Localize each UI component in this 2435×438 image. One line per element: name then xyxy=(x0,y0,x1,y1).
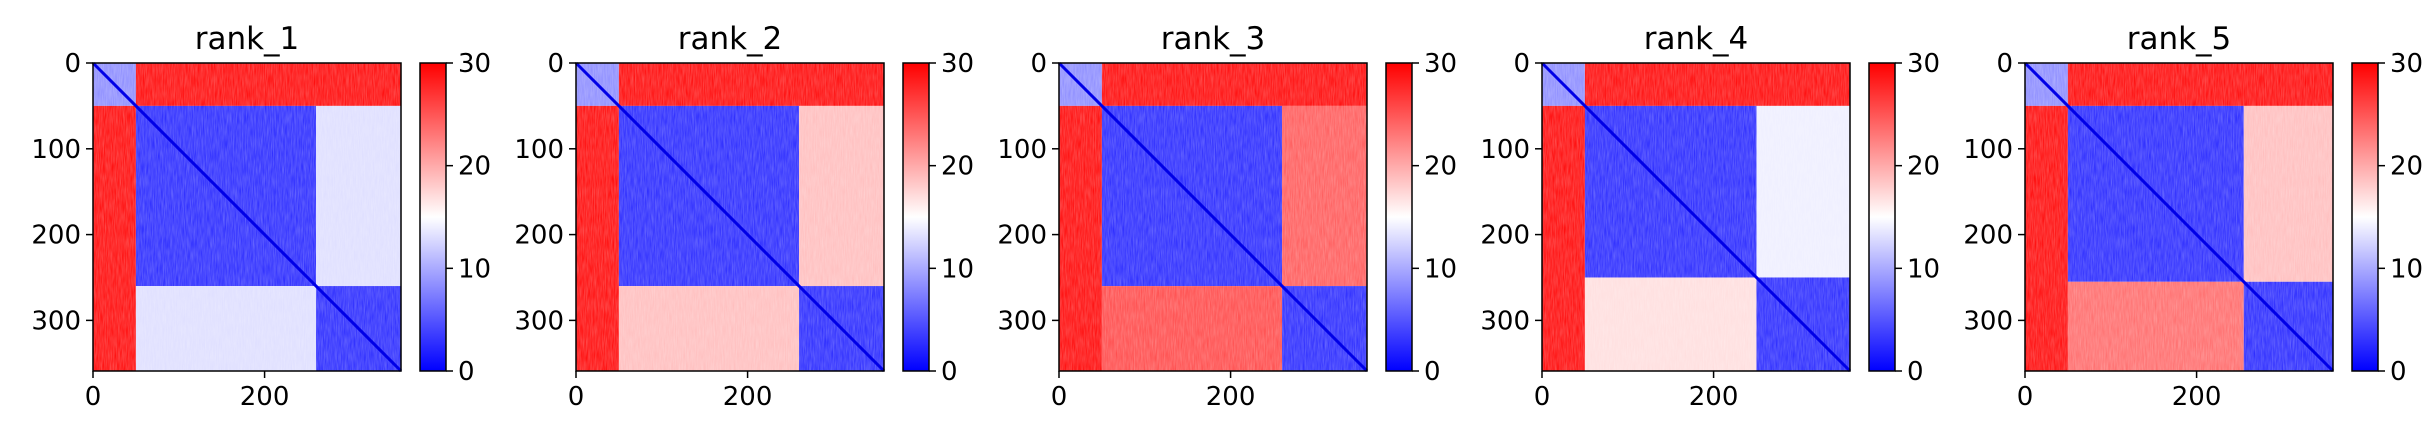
colorbar-tick-label: 30 xyxy=(941,49,974,79)
y-tick-label: 0 xyxy=(1996,49,2013,79)
heatmap xyxy=(574,61,886,373)
y-tick-label: 0 xyxy=(64,49,81,79)
panel-title: rank_2 xyxy=(678,21,783,57)
panel-rank_5: rank_5 0 100 200 300 0 200 0 10 20 30 xyxy=(1963,21,2423,412)
heatmap xyxy=(2023,61,2335,373)
colorbar-tick-label: 0 xyxy=(1907,357,1924,387)
heatmap-diagonal xyxy=(1057,61,1369,373)
colorbar: 0 10 20 30 xyxy=(1385,49,1457,387)
colorbar: 0 10 20 30 xyxy=(419,49,491,387)
panel-title: rank_1 xyxy=(195,21,300,57)
colorbar-tick-label: 0 xyxy=(941,357,958,387)
x-tick-label: 0 xyxy=(568,382,585,412)
colorbar-tick-label: 0 xyxy=(458,357,475,387)
colorbar-tick-label: 20 xyxy=(458,152,491,182)
axes-frame xyxy=(1541,62,1851,372)
panel-rank_4: rank_4 0 100 200 300 0 200 0 10 20 30 xyxy=(1480,21,1940,412)
colorbar-tick-label: 0 xyxy=(1424,357,1441,387)
panel-title: rank_3 xyxy=(1161,21,1266,57)
heatmap-diagonal xyxy=(2023,61,2335,373)
colorbar-tick-label: 10 xyxy=(941,254,974,284)
y-tick-label: 300 xyxy=(1963,306,2013,336)
colorbar-gradient xyxy=(902,62,930,372)
y-tick-label: 100 xyxy=(997,135,1047,165)
axes-frame xyxy=(575,62,885,372)
y-tick-label: 300 xyxy=(997,306,1047,336)
colorbar-tick-label: 30 xyxy=(1907,49,1940,79)
panel-rank_3: rank_3 0 100 200 300 0 200 0 10 20 30 xyxy=(997,21,1457,412)
colorbar-gradient xyxy=(419,62,447,372)
panel-title: rank_5 xyxy=(2127,21,2232,57)
y-tick-label: 200 xyxy=(31,221,81,251)
colorbar-tick-label: 30 xyxy=(458,49,491,79)
y-tick-label: 200 xyxy=(1963,221,2013,251)
axes-frame xyxy=(92,62,402,372)
colorbar-gradient xyxy=(1385,62,1413,372)
y-tick-label: 0 xyxy=(1030,49,1047,79)
panel-title: rank_4 xyxy=(1644,21,1749,57)
colorbar-tick-label: 20 xyxy=(2390,152,2423,182)
x-tick-label: 0 xyxy=(1534,382,1551,412)
y-tick-label: 200 xyxy=(1480,221,1530,251)
y-tick-label: 100 xyxy=(31,135,81,165)
y-tick-label: 300 xyxy=(514,306,564,336)
x-tick-label: 200 xyxy=(723,382,773,412)
colorbar-gradient xyxy=(2351,62,2379,372)
colorbar-tick-label: 20 xyxy=(1907,152,1940,182)
colorbar-tick-label: 30 xyxy=(1424,49,1457,79)
heatmap xyxy=(1057,61,1369,373)
colorbar-tick-label: 10 xyxy=(1907,254,1940,284)
colorbar: 0 10 20 30 xyxy=(2351,49,2423,387)
colorbar-tick-label: 10 xyxy=(2390,254,2423,284)
colorbar-gradient xyxy=(1868,62,1896,372)
colorbar-tick-label: 30 xyxy=(2390,49,2423,79)
x-tick-label: 0 xyxy=(1051,382,1068,412)
x-tick-label: 0 xyxy=(85,382,102,412)
y-tick-label: 300 xyxy=(31,306,81,336)
colorbar-tick-label: 10 xyxy=(458,254,491,284)
heatmap xyxy=(91,61,403,373)
panel-rank_1: rank_1 0 100 200 300 0 200 0 10 20 30 xyxy=(31,21,491,412)
heatmap-diagonal xyxy=(91,61,403,373)
x-tick-label: 200 xyxy=(1689,382,1739,412)
colorbar: 0 10 20 30 xyxy=(902,49,974,387)
y-tick-label: 0 xyxy=(1513,49,1530,79)
panel-rank_2: rank_2 0 100 200 300 0 200 0 10 20 30 xyxy=(514,21,974,412)
y-tick-label: 100 xyxy=(1963,135,2013,165)
heatmap-diagonal xyxy=(1540,61,1852,373)
y-tick-label: 300 xyxy=(1480,306,1530,336)
colorbar: 0 10 20 30 xyxy=(1868,49,1940,387)
heatmap xyxy=(1540,61,1852,373)
y-tick-label: 0 xyxy=(547,49,564,79)
colorbar-tick-label: 20 xyxy=(1424,152,1457,182)
colorbar-tick-label: 0 xyxy=(2390,357,2407,387)
colorbar-tick-label: 20 xyxy=(941,152,974,182)
heatmap-diagonal xyxy=(574,61,886,373)
x-tick-label: 200 xyxy=(2172,382,2222,412)
y-tick-label: 200 xyxy=(514,221,564,251)
colorbar-tick-label: 10 xyxy=(1424,254,1457,284)
axes-frame xyxy=(2024,62,2334,372)
x-tick-label: 200 xyxy=(240,382,290,412)
x-tick-label: 0 xyxy=(2017,382,2034,412)
y-tick-label: 200 xyxy=(997,221,1047,251)
axes-frame xyxy=(1058,62,1368,372)
y-tick-label: 100 xyxy=(1480,135,1530,165)
y-tick-label: 100 xyxy=(514,135,564,165)
x-tick-label: 200 xyxy=(1206,382,1256,412)
